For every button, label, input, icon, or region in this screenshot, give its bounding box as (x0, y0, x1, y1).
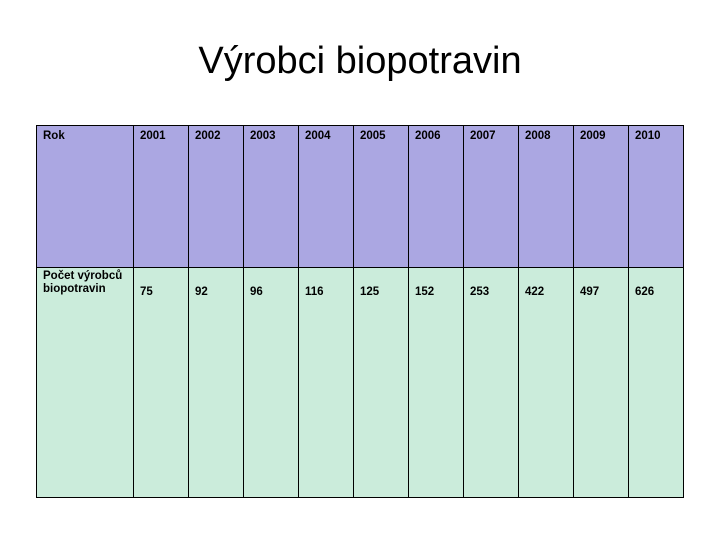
year-cell-2002: 2002 (188, 125, 244, 268)
year-cell-2006: 2006 (408, 125, 464, 268)
value-cell-2001: 75 (133, 267, 189, 498)
slide-title: Výrobci biopotravin (198, 40, 522, 82)
value-cell-2009: 497 (573, 267, 629, 498)
year-cell-2004: 2004 (298, 125, 354, 268)
table-row-values: Počet výrobců biopotravin 75 92 96 116 1… (36, 267, 684, 498)
row-header-pocet-vyrobcu: Počet výrobců biopotravin (36, 267, 134, 498)
value-cell-2010: 626 (628, 267, 684, 498)
year-cell-2001: 2001 (133, 125, 189, 268)
value-cell-2007: 253 (463, 267, 519, 498)
year-cell-2010: 2010 (628, 125, 684, 268)
table-row-years: Rok 2001 2002 2003 2004 2005 2006 2007 2… (36, 125, 684, 268)
value-cell-2008: 422 (518, 267, 574, 498)
year-cell-2005: 2005 (353, 125, 409, 268)
value-cell-2003: 96 (243, 267, 299, 498)
year-cell-2003: 2003 (243, 125, 299, 268)
value-cell-2006: 152 (408, 267, 464, 498)
producers-table: Rok 2001 2002 2003 2004 2005 2006 2007 2… (36, 125, 684, 498)
year-cell-2009: 2009 (573, 125, 629, 268)
year-cell-2008: 2008 (518, 125, 574, 268)
value-cell-2005: 125 (353, 267, 409, 498)
value-cell-2002: 92 (188, 267, 244, 498)
value-cell-2004: 116 (298, 267, 354, 498)
year-cell-2007: 2007 (463, 125, 519, 268)
row-header-rok: Rok (36, 125, 134, 268)
